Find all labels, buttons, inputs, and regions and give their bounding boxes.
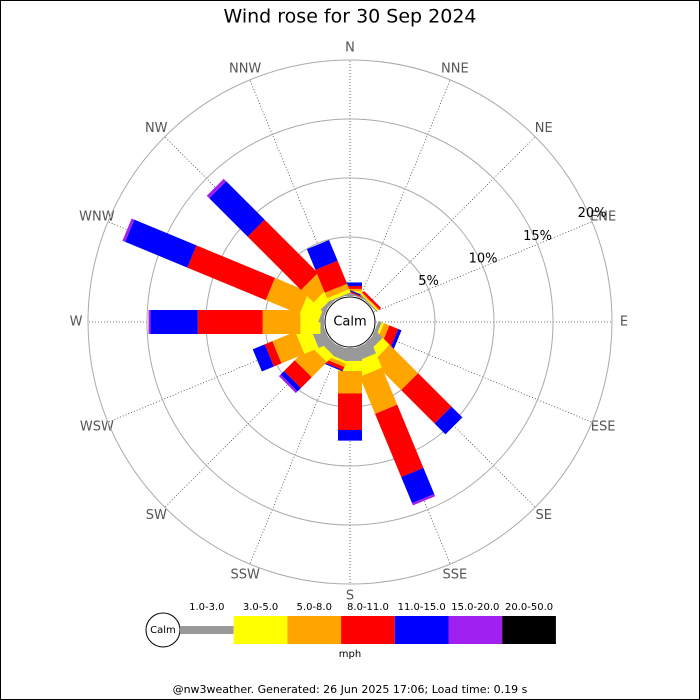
legend-label: 3.0-5.0: [243, 602, 278, 613]
wind-segment: [338, 360, 362, 372]
wind-segment: [278, 374, 298, 394]
wind-segment: [359, 294, 378, 313]
wind-segment: [125, 219, 197, 268]
wind-segment: [272, 331, 305, 364]
direction-label: SE: [536, 508, 552, 523]
wind-segment: [338, 282, 362, 286]
legend-unit: mph: [339, 649, 361, 660]
legend-label: 11.0-15.0: [398, 602, 446, 613]
wind-segment: [361, 292, 380, 311]
wind-segment: [209, 181, 265, 237]
wind-segment: [362, 290, 382, 310]
wind-segment: [375, 404, 424, 478]
wind-segment: [252, 344, 274, 372]
direction-label: E: [620, 315, 628, 330]
ring-label: 20%: [578, 206, 607, 221]
wind-segment: [338, 285, 362, 289]
calm-circle: [324, 296, 376, 348]
wind-segment: [148, 310, 151, 334]
wind-segment: [320, 361, 344, 372]
legend-swatch: [287, 616, 342, 644]
wind-segment: [401, 467, 435, 504]
wind-segment: [338, 371, 362, 394]
wind-segment: [264, 341, 282, 367]
ring-label: 15%: [523, 229, 552, 244]
direction-label: NNW: [229, 61, 261, 76]
legend-label: 8.0-11.0: [347, 602, 389, 613]
wind-segment: [262, 310, 301, 334]
wind-segment: [412, 494, 436, 506]
wind-segment: [283, 360, 312, 389]
legend-swatch: [502, 616, 556, 644]
footer: @nw3weather. Generated: 26 Jun 2025 17:0…: [173, 683, 528, 696]
direction-label: SW: [146, 508, 167, 523]
ring-label: 10%: [469, 251, 498, 266]
direction-label: NNE: [441, 61, 469, 76]
ring: [146, 118, 554, 526]
wind-segment: [401, 373, 452, 424]
wind-segment: [434, 406, 463, 435]
legend-label: 20.0-50.0: [505, 602, 553, 613]
wind-segment: [280, 371, 301, 392]
wind-segment: [338, 430, 362, 441]
legend-label: 1.0-3.0: [189, 602, 224, 613]
wind-segment: [338, 393, 362, 431]
direction-label: S: [346, 589, 354, 604]
legend-swatch: [394, 616, 449, 644]
wind-segment: [359, 367, 398, 414]
direction-label: SSE: [442, 568, 467, 583]
wind-segment: [150, 310, 198, 334]
ring-label: 5%: [418, 274, 439, 289]
wind-segment: [327, 289, 351, 302]
wind-segment: [338, 293, 362, 296]
wind-segment: [265, 277, 309, 315]
direction-label: ESE: [591, 419, 616, 434]
direction-label: NW: [145, 121, 168, 136]
chart-title: Wind rose for 30 Sep 2024: [223, 6, 476, 28]
ring: [87, 59, 613, 585]
legend-swatch: [233, 616, 288, 644]
direction-label: SSW: [230, 568, 260, 583]
wind-segment: [338, 288, 362, 292]
wind-segment: [372, 344, 419, 391]
wind-segment: [197, 310, 263, 334]
wind-segment: [324, 283, 350, 299]
direction-label: WSW: [80, 419, 114, 434]
wind-segment: [389, 328, 402, 353]
wind-segment: [360, 293, 379, 312]
direction-label: WNW: [79, 210, 115, 225]
wind-segment: [187, 245, 275, 301]
wind-segment: [206, 178, 227, 199]
wind-segment: [306, 239, 338, 270]
legend-swatch: [448, 616, 503, 644]
wind-segment: [315, 260, 348, 293]
legend-label: 5.0-8.0: [297, 602, 332, 613]
legend-swatch: [341, 616, 395, 644]
legend-swatch: [180, 626, 234, 634]
legend-calm-label: Calm: [150, 625, 176, 636]
direction-label: N: [345, 41, 355, 56]
direction-label: NE: [535, 121, 553, 136]
wind-segment: [122, 218, 135, 242]
legend-label: 15.0-20.0: [451, 602, 499, 613]
wind-segment: [328, 292, 352, 303]
calm-label: Calm: [333, 315, 366, 330]
direction-label: W: [70, 315, 83, 330]
wind-segment: [247, 219, 318, 290]
direction-label: ENE: [590, 210, 616, 225]
